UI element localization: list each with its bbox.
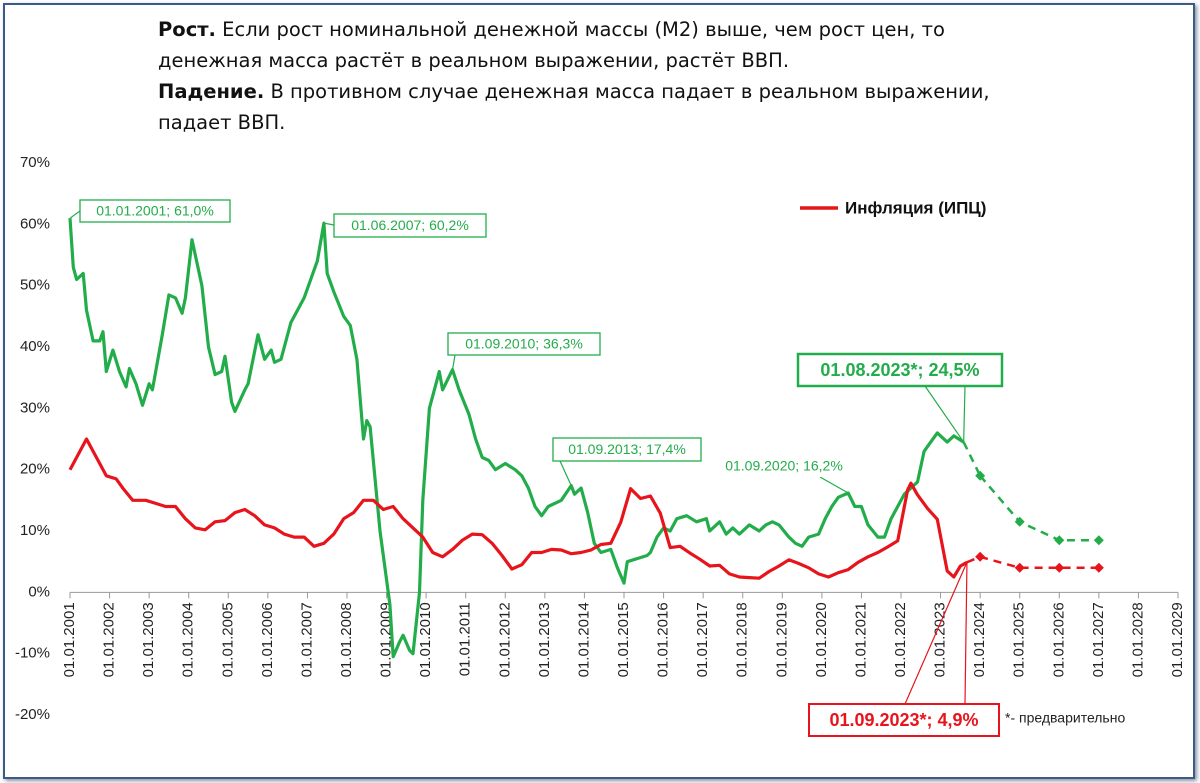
x-tick-label: 01.01.2019 [773, 602, 790, 677]
frame [3, 3, 1195, 779]
y-tick-label: 0% [28, 583, 50, 600]
x-tick-label: 01.01.2012 [496, 602, 513, 677]
x-tick-label: 01.01.2010 [417, 602, 434, 677]
series-line [68, 437, 968, 580]
forecast-marker [1093, 562, 1104, 573]
annotation-box [552, 437, 702, 462]
x-tick-label: 01.01.2029 [1169, 602, 1186, 677]
header: Рост. Если рост номинальной денежной мас… [158, 14, 1058, 138]
annotation-box [333, 213, 487, 238]
annotation-connector [964, 562, 968, 705]
annotation-connector [451, 354, 456, 370]
y-tick-label: 40% [20, 338, 50, 355]
annotation-connector [69, 210, 81, 219]
annotation-box [796, 352, 1004, 388]
annotation-connector [323, 222, 335, 226]
annotation-connector [924, 385, 965, 443]
forecast-marker [1054, 535, 1065, 546]
y-tick-label: 10% [20, 522, 50, 539]
annotation-label: 01.09.2023*; 4,9% [829, 710, 978, 730]
x-tick-label: 01.01.2022 [892, 602, 909, 677]
x-tick-label: 01.01.2017 [694, 602, 711, 677]
x-tick-label: 01.01.2026 [1050, 602, 1067, 677]
x-tick-label: 01.01.2011 [457, 602, 474, 676]
x-tick-label: 01.01.2025 [1011, 602, 1028, 677]
x-tick-label: 01.01.2014 [575, 602, 592, 677]
x-tick-label: 01.01.2020 [813, 602, 830, 677]
series-line [68, 218, 965, 659]
annotation-label: 01.06.2007; 60,2% [351, 217, 469, 233]
forecast-line [979, 555, 1099, 570]
legend-label: Инфляция (ИПЦ) [845, 198, 986, 217]
y-tick-label: 70% [20, 154, 50, 171]
x-tick-label: 01.01.2016 [655, 602, 672, 677]
lead: Падение. [158, 80, 265, 103]
x-tick-label: 01.01.2028 [1129, 602, 1146, 677]
x-tick-label: 01.01.2006 [259, 602, 276, 677]
x-tick-label: 01.01.2021 [852, 602, 869, 677]
annotation-label: 01.09.2020; 16,2% [725, 458, 843, 474]
x-tick-label: 01.01.2027 [1090, 602, 1107, 677]
line: падает ВВП. [158, 111, 286, 134]
paragraph: Падение. В противном случае денежная мас… [158, 76, 1058, 138]
y-tick-label: 30% [20, 399, 50, 416]
forecast-marker [1014, 516, 1025, 527]
line: В противном случае денежная масса падает… [270, 80, 990, 103]
forecast-marker [975, 470, 986, 481]
x-tick-label: 01.01.2008 [338, 602, 355, 677]
annotation-label: 01.01.2001; 61,0% [96, 203, 214, 219]
annotation-box [79, 199, 231, 223]
annotation-box [808, 703, 1000, 737]
x-tick-label: 01.01.2023 [932, 602, 949, 677]
forecast-line [979, 474, 1099, 542]
x-tick-label: 01.01.2003 [140, 602, 157, 677]
forecast-marker [1014, 562, 1025, 573]
x-tick-label: 01.01.2024 [971, 602, 988, 677]
x-tick-label: 01.01.2007 [298, 602, 315, 677]
y-tick-label: 50% [20, 277, 50, 294]
forecast-connector [966, 555, 981, 564]
annotation-connector [963, 385, 966, 443]
annotation-box [710, 455, 858, 477]
lead: Рост. [158, 18, 216, 41]
y-tick-label: -20% [15, 706, 50, 723]
y-tick-label: -10% [15, 645, 50, 662]
paragraph: Рост. Если рост номинальной денежной мас… [158, 14, 1058, 76]
x-tick-label: 01.01.2002 [101, 602, 118, 677]
line: Если рост номинальной денежной массы (М2… [222, 18, 945, 41]
x-tick-label: 01.01.2005 [219, 602, 236, 677]
annotation-label: 01.09.2010; 36,3% [465, 336, 583, 352]
annotation-connector [819, 476, 849, 494]
line: денежная масса растёт в реальном выражен… [158, 49, 790, 72]
x-tick-label: 01.01.2018 [734, 602, 751, 677]
x-tick-label: 01.01.2004 [180, 602, 197, 677]
forecast-connector [962, 441, 982, 477]
y-tick-label: 60% [20, 215, 50, 232]
forecast-marker [975, 551, 986, 562]
annotation-connector [904, 562, 968, 705]
annotation-label: 01.09.2013; 17,4% [568, 441, 686, 457]
y-tick-label: 20% [20, 461, 50, 478]
x-tick-label: 01.01.2013 [536, 602, 553, 677]
annotation-box [447, 332, 601, 356]
annotation-connector [559, 460, 572, 486]
annotation-label: 01.08.2023*; 24,5% [820, 360, 979, 380]
x-tick-label: 01.01.2001 [61, 602, 78, 677]
x-tick-label: 01.01.2015 [615, 602, 632, 677]
forecast-marker [1093, 535, 1104, 546]
footnote: *- предварительно [1005, 710, 1125, 726]
forecast-marker [1054, 562, 1065, 573]
